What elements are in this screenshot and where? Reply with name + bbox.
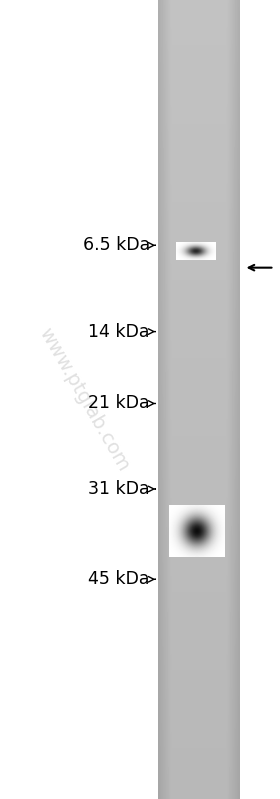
Text: 6.5 kDa: 6.5 kDa — [83, 237, 150, 254]
Text: 31 kDa: 31 kDa — [88, 480, 150, 498]
Text: 14 kDa: 14 kDa — [88, 323, 150, 340]
Text: 21 kDa: 21 kDa — [88, 395, 150, 412]
Text: www.ptglab.com: www.ptglab.com — [35, 324, 133, 475]
Text: 45 kDa: 45 kDa — [88, 570, 150, 588]
